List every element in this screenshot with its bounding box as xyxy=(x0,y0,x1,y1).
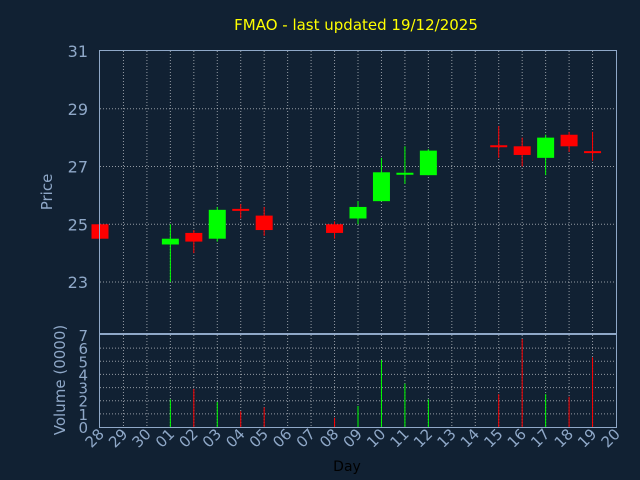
day-tick-label: 05 xyxy=(246,425,272,451)
day-tick-label: 14 xyxy=(457,425,483,451)
volume-tick-label: 3 xyxy=(78,380,88,398)
day-tick-label: 08 xyxy=(316,425,342,451)
candle-body xyxy=(560,134,578,147)
candle-body xyxy=(161,238,179,245)
price-tick-label: 27 xyxy=(68,158,88,177)
chart-title: FMAO - last updated 19/12/2025 xyxy=(234,16,478,34)
day-tick-label: 16 xyxy=(504,425,530,451)
day-tick-label: 13 xyxy=(433,425,459,451)
day-tick-label: 09 xyxy=(340,425,366,451)
x-axis-label: Day xyxy=(333,459,361,475)
candle-body xyxy=(419,150,437,176)
candle-body xyxy=(349,206,367,219)
day-tick-label: 04 xyxy=(222,425,248,451)
tick-labels: 2829300102030405060708091011121314151617… xyxy=(68,42,624,451)
day-tick-label: 10 xyxy=(363,425,389,451)
day-tick-label: 02 xyxy=(175,425,201,451)
candle-body xyxy=(372,172,390,202)
candle-body xyxy=(513,146,531,155)
day-tick-label: 15 xyxy=(480,425,506,451)
volume-tick-label: 6 xyxy=(78,340,88,358)
price-tick-label: 25 xyxy=(68,215,88,234)
volume-tick-label: 5 xyxy=(78,353,88,371)
price-panel-frame xyxy=(99,50,617,334)
price-tick-label: 31 xyxy=(68,42,88,61)
day-tick-label: 29 xyxy=(105,425,131,451)
day-tick-label: 01 xyxy=(152,425,178,451)
volume-tick-label: 2 xyxy=(78,393,88,411)
candles xyxy=(91,126,602,283)
day-tick-label: 18 xyxy=(551,425,577,451)
day-tick-label: 11 xyxy=(387,425,413,451)
day-tick-label: 17 xyxy=(527,425,553,451)
volume-tick-label: 1 xyxy=(78,406,88,424)
price-axis-label: Price xyxy=(38,174,56,211)
day-tick-label: 12 xyxy=(410,425,436,451)
volume-bars xyxy=(169,338,594,427)
day-tick-label: 06 xyxy=(269,425,295,451)
day-tick-label: 30 xyxy=(129,425,155,451)
day-tick-label: 03 xyxy=(199,425,225,451)
candle-body xyxy=(208,209,226,239)
price-tick-label: 29 xyxy=(68,100,88,119)
candle-body xyxy=(185,232,203,242)
candle-body xyxy=(537,137,555,158)
price-grid xyxy=(100,51,616,334)
volume-axis-label: Volume (0000) xyxy=(51,325,69,435)
candle-body xyxy=(326,224,344,233)
volume-panel-frame xyxy=(99,334,617,428)
candle-body xyxy=(255,215,273,231)
price-tick-label: 23 xyxy=(68,273,88,292)
volume-tick-label: 4 xyxy=(78,366,88,384)
day-tick-label: 19 xyxy=(574,425,600,451)
volume-tick-label: 7 xyxy=(78,327,88,345)
day-tick-label: 20 xyxy=(598,425,624,451)
day-tick-label: 07 xyxy=(293,425,319,451)
volume-tick-label: 0 xyxy=(78,419,88,437)
